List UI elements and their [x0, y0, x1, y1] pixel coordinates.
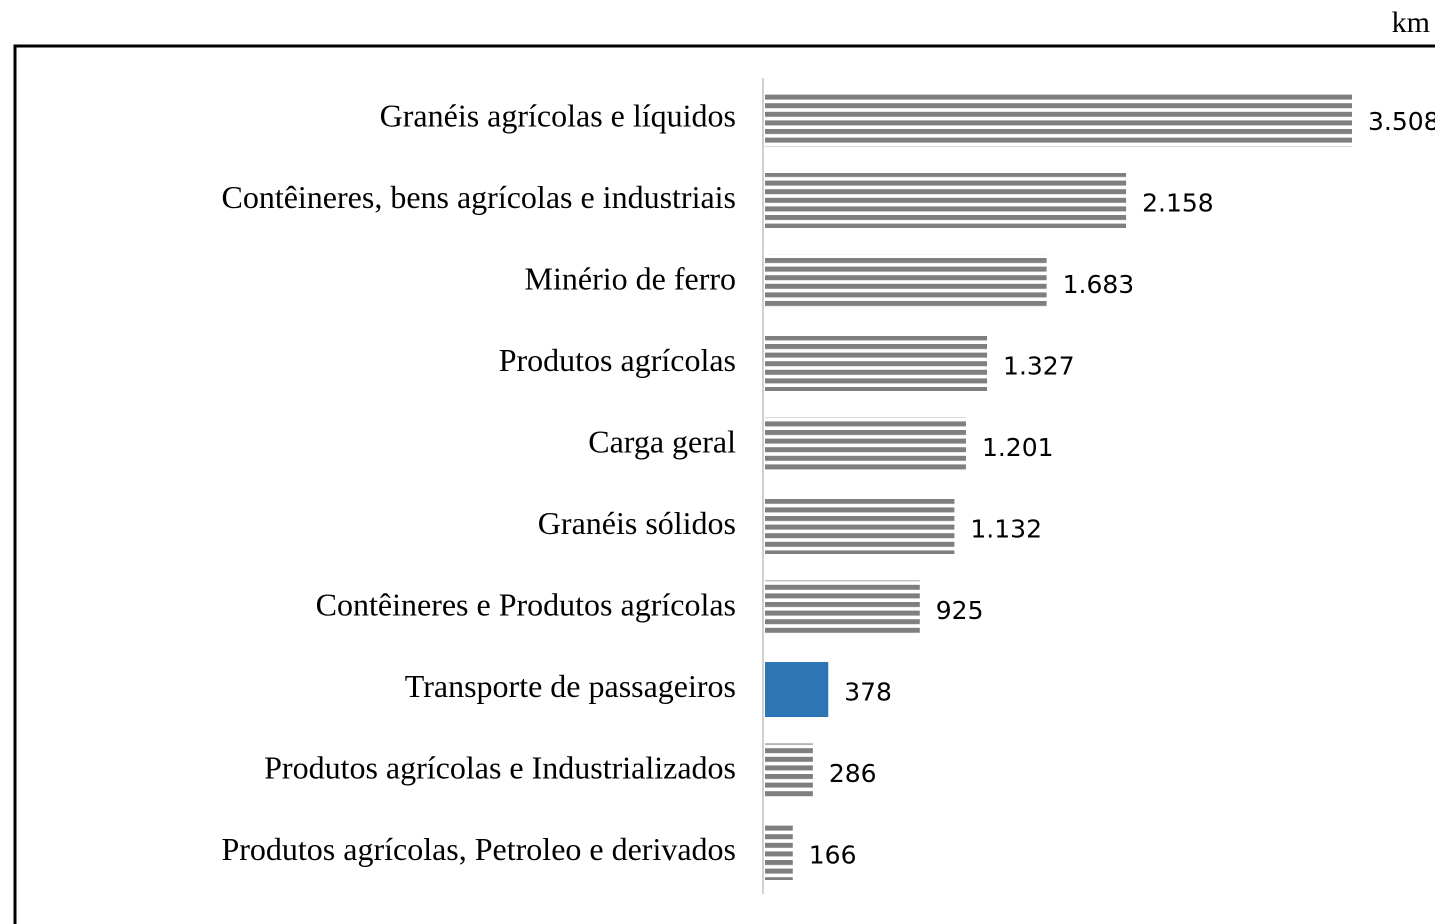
value-label: 378 — [844, 678, 892, 707]
category-label: Granéis sólidos — [538, 505, 736, 541]
value-label: 1.327 — [1003, 352, 1075, 381]
value-label: 3.508 — [1368, 107, 1435, 136]
category-label: Contêineres e Produtos agrícolas — [316, 586, 736, 622]
bar — [765, 580, 920, 636]
value-label: 2.158 — [1142, 189, 1214, 218]
bar — [765, 173, 1127, 228]
value-label: 286 — [829, 759, 877, 788]
category-label: Produtos agrícolas — [499, 342, 736, 378]
category-label: Produtos agrícolas, Petroleo e derivados — [221, 831, 736, 867]
bar — [765, 336, 988, 391]
bar — [765, 417, 966, 473]
bar — [765, 499, 955, 554]
value-label: 1.132 — [970, 515, 1042, 544]
value-label: 1.201 — [982, 433, 1054, 462]
bar — [765, 825, 793, 880]
category-label: Carga geral — [588, 423, 736, 459]
bar — [765, 743, 813, 799]
category-label: Transporte de passageiros — [405, 668, 736, 704]
value-label: 166 — [809, 841, 857, 870]
bar — [765, 662, 829, 717]
bar — [765, 254, 1047, 310]
category-label: Contêineres, bens agrícolas e industriai… — [221, 179, 736, 215]
chart-frame — [13, 44, 1435, 924]
unit-label: km — [1392, 6, 1430, 39]
bar — [765, 91, 1352, 147]
category-label: Minério de ferro — [525, 260, 736, 296]
value-label: 1.683 — [1063, 270, 1135, 299]
category-label: Produtos agrícolas e Industrializados — [264, 749, 736, 785]
value-label: 925 — [936, 596, 984, 625]
category-label: Granéis agrícolas e líquidos — [380, 97, 736, 133]
